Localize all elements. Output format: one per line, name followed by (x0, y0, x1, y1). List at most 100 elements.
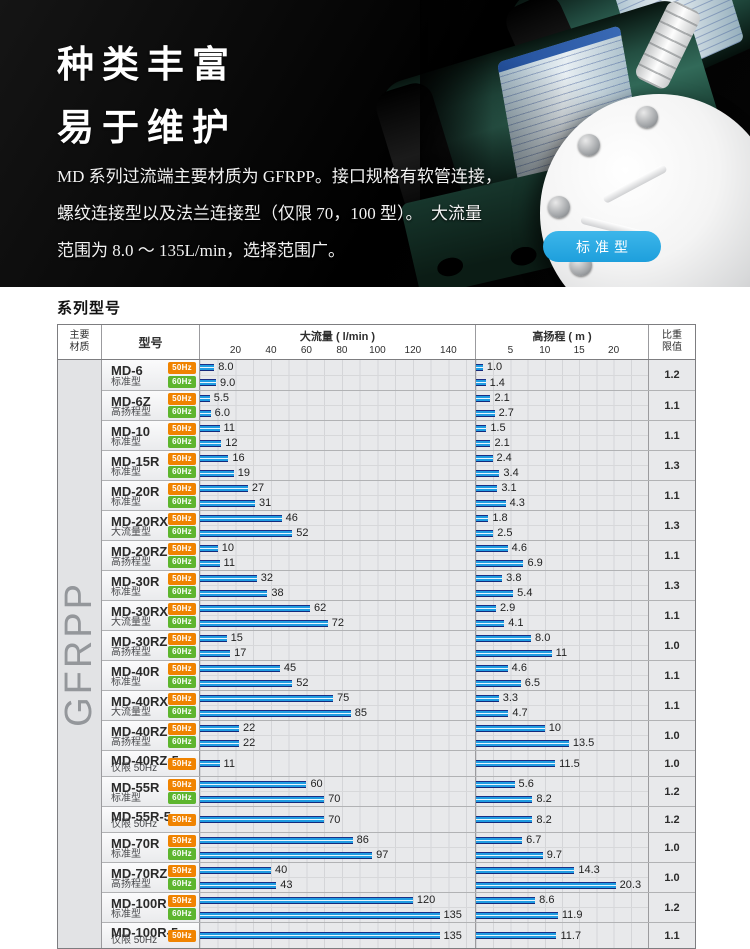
bar-value-label: 11 (223, 757, 235, 770)
hz50-badge: 50Hz (168, 422, 196, 435)
bar-value-label: 62 (314, 602, 327, 614)
head-chart-cell: 11.5 (476, 751, 649, 776)
bar-value-label: 6.5 (524, 677, 541, 689)
axis-tick-label: 20 (608, 345, 620, 356)
bar-value-label: 1.0 (486, 361, 503, 374)
bar-value-label: 14.3 (578, 864, 600, 876)
head-bar (476, 709, 509, 717)
table-row: MD-6 标准型 50Hz 60Hz 8.0 9.0 1.0 1.4 1.2 (102, 360, 695, 390)
bar-value-label: 135 (443, 929, 462, 942)
bar-line: 11 (200, 421, 475, 435)
head-chart-cell: 2.9 4.1 (476, 601, 649, 630)
bar-line: 120 (200, 893, 475, 907)
ratio-cell: 1.0 (649, 631, 695, 660)
table-row: MD-10 标准型 50Hz 60Hz 11 12 1.5 2.1 1.1 (102, 420, 695, 450)
head-bar (476, 724, 545, 732)
ratio-cell: 1.1 (649, 481, 695, 510)
bar-line: 11 (476, 645, 648, 660)
model-name: MD-15R (111, 454, 160, 469)
flow-chart-cell: 15 17 (200, 631, 476, 660)
flow-bar (200, 499, 255, 507)
hz60-badge: 60Hz (168, 792, 196, 805)
flow-axis-ticks: 20 40 60 80 100 120 140 (200, 345, 475, 358)
hz-badges: 50Hz 60Hz (168, 512, 196, 539)
model-name: MD-40RZ-5 (111, 753, 179, 768)
table-row: MD-30RZ 高扬程型 50Hz 60Hz 15 17 8.0 11 1.0 (102, 630, 695, 660)
model-subtype: 高扬程型 (111, 737, 151, 748)
flow-chart-cell: 75 85 (200, 691, 476, 720)
flow-chart-cell: 70 (200, 807, 476, 832)
model-cell: MD-15R 标准型 50Hz 60Hz (102, 451, 200, 480)
bar-value-label: 70 (328, 793, 341, 805)
bar-line: 4.1 (476, 615, 648, 630)
flow-chart-cell: 135 (200, 923, 476, 948)
head-bar (476, 634, 532, 642)
header-ratio: 比重 限值 (649, 325, 695, 359)
bar-value-label: 6.7 (526, 834, 542, 846)
ratio-value: 1.0 (664, 841, 680, 854)
hz60-badge: 60Hz (168, 848, 196, 861)
model-subtype: 标准型 (111, 497, 141, 508)
bar-value-label: 135 (443, 909, 462, 921)
model-name: MD-70R (111, 836, 160, 851)
bar-line: 43 (200, 877, 475, 892)
bar-value-label: 2.1 (494, 437, 510, 449)
bar-line: 60 (200, 777, 475, 791)
hz60-badge: 60Hz (168, 616, 196, 629)
hero-desc-line3: 范围为 8.0 ～ 135L/min，选择范围广。 (57, 241, 346, 260)
flow-bar (200, 604, 310, 612)
head-bar (476, 896, 536, 904)
bar-line: 4.3 (476, 495, 648, 510)
bar-line: 2.1 (476, 391, 648, 405)
bar-line: 135 (200, 923, 475, 948)
bar-line: 2.5 (476, 525, 648, 540)
ratio-value: 1.1 (664, 699, 680, 712)
bar-line: 45 (200, 661, 475, 675)
bar-line: 97 (200, 847, 475, 862)
hz50-badge: 50Hz (168, 362, 196, 374)
head-bar (476, 469, 500, 477)
head-bar (476, 679, 521, 687)
bar-value-label: 3.8 (506, 572, 522, 584)
hz60-badge: 60Hz (168, 646, 196, 659)
hz60-badge: 60Hz (168, 736, 196, 749)
bar-value-label: 2.4 (496, 452, 512, 464)
head-chart-cell: 11.7 (476, 923, 649, 948)
flow-bar (200, 589, 268, 597)
hz50-badge: 50Hz (168, 452, 196, 465)
axis-tick-label: 120 (404, 345, 422, 356)
head-bar (476, 836, 523, 844)
flow-bar (200, 544, 218, 552)
bar-value-label: 16 (232, 452, 245, 464)
model-subtype: 标准型 (111, 793, 141, 804)
head-chart-cell: 8.0 11 (476, 631, 649, 660)
hz-badges: 50Hz 60Hz (168, 542, 196, 569)
flow-chart-cell: 46 52 (200, 511, 476, 540)
flow-chart-cell: 10 11 (200, 541, 476, 570)
bar-line: 11.7 (476, 923, 648, 948)
bar-value-label: 8.0 (218, 361, 234, 374)
ratio-cell: 1.3 (649, 511, 695, 540)
axis-tick-label: 15 (573, 345, 585, 356)
flow-bar (200, 634, 227, 642)
ratio-value: 1.1 (664, 609, 680, 622)
model-subtype: 大流量型 (111, 527, 151, 538)
flow-chart-cell: 40 43 (200, 863, 476, 892)
head-bar (476, 484, 498, 492)
flow-bar (200, 649, 231, 657)
bar-value-label: 8.0 (535, 632, 551, 644)
model-subtype: 高扬程型 (111, 407, 151, 418)
head-bar (476, 604, 496, 612)
bar-value-label: 52 (296, 527, 309, 539)
ratio-value: 1.3 (664, 579, 680, 592)
table-row: MD-40RX 大流量型 50Hz 60Hz 75 85 3.3 4.7 1.1 (102, 690, 695, 720)
bar-line: 8.2 (476, 791, 648, 806)
ratio-cell: 1.1 (649, 391, 695, 420)
bar-value-label: 5.4 (517, 587, 533, 599)
hz-badges: 50Hz 60Hz (168, 692, 196, 719)
model-cell: MD-40R 标准型 50Hz 60Hz (102, 661, 200, 690)
axis-tick-label: 20 (229, 345, 242, 356)
table-row: MD-40R 标准型 50Hz 60Hz 45 52 4.6 6.5 1.1 (102, 660, 695, 690)
model-cell: MD-20RZ 高扬程型 50Hz 60Hz (102, 541, 200, 570)
bar-line: 8.6 (476, 893, 648, 907)
